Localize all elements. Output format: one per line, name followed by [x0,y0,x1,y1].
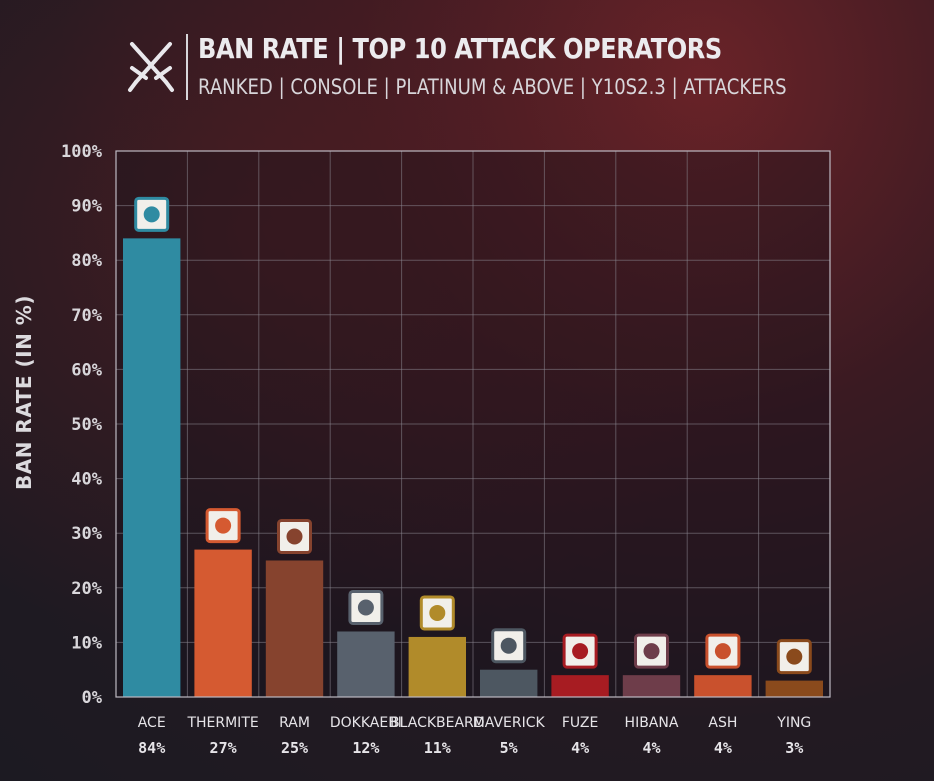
operator-icon-mark [714,643,731,660]
y-tick-label: 20% [71,579,102,599]
header-divider [186,34,188,100]
category-label: RAM [279,715,310,731]
bar-dokkaebi [337,631,395,697]
category-label: HIBANA [625,715,679,731]
value-label: 84% [138,739,165,757]
bar-ying [765,680,823,697]
y-tick-label: 0% [82,688,103,708]
value-label: 11% [424,739,451,757]
value-label: 4% [571,739,589,757]
plot-frame [115,150,831,698]
y-tick-label: 80% [71,251,102,271]
operator-icon-mark [643,643,660,660]
category-label: YING [776,715,811,731]
chart-title: BAN RATE | TOP 10 ATTACK OPERATORS [198,32,722,65]
category-label: ASH [708,715,737,731]
category-label: ACE [138,715,166,731]
y-tick-label: 60% [71,360,102,380]
value-label: 27% [210,739,237,757]
operator-icon-mark [357,599,374,616]
value-label: 12% [352,739,379,757]
value-label: 4% [714,739,732,757]
y-tick-label: 10% [71,633,102,653]
y-tick-label: 100% [61,142,103,162]
value-label: 3% [785,739,803,757]
bar-ash [694,675,752,697]
y-tick-label: 50% [71,415,102,435]
operator-icon-mark [572,643,589,660]
bar-fuze [551,675,609,697]
y-tick-label: 70% [71,306,102,326]
category-label: BLACKBEARD [390,715,485,731]
operator-icon-mark [286,528,303,545]
category-label: DOKKAEBI [330,715,402,731]
chart-subtitle: RANKED | CONSOLE | PLATINUM & ABOVE | Y1… [198,75,787,99]
category-label: MAVERICK [473,715,546,731]
value-label: 4% [642,739,660,757]
bar-ram [265,560,324,697]
operator-icon-mark [143,206,160,223]
bar-thermite [194,549,252,697]
y-tick-label: 90% [71,197,102,217]
value-label: 5% [500,739,518,757]
bar-maverick [480,669,538,697]
operator-icon-mark [786,648,803,665]
bar-blackbeard [408,636,466,697]
bar-ace [123,238,181,698]
bar-hibana [622,675,681,697]
category-label: THERMITE [186,715,258,731]
crossed-swords-icon [128,42,174,92]
operator-icon-mark [215,517,232,534]
y-tick-label: 40% [71,470,102,490]
category-label: FUZE [562,715,599,731]
operator-icon-mark [429,604,446,621]
value-label: 25% [281,739,308,757]
y-tick-label: 30% [71,524,102,544]
operator-icon-mark [500,637,517,654]
